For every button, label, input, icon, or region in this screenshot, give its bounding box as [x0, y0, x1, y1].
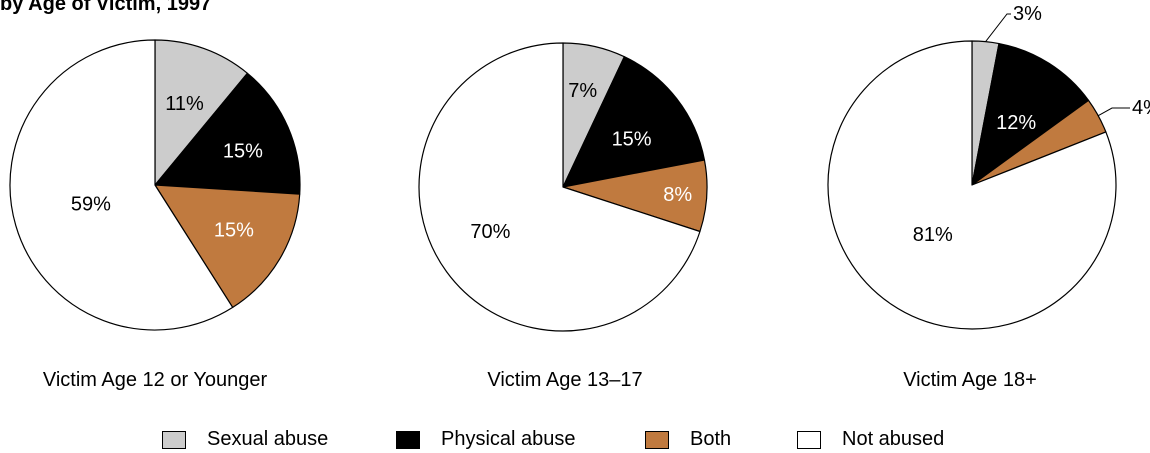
slice-data-label: 59% — [71, 194, 111, 216]
legend: Sexual abuse Physical abuse Both Not abu… — [0, 428, 1150, 452]
legend-swatch-both — [645, 430, 669, 449]
legend-swatch-not-abused — [797, 430, 821, 449]
slice-data-label: 81% — [913, 224, 953, 246]
legend-label: Both — [690, 428, 732, 450]
slice-data-label: 7% — [568, 80, 597, 102]
pie-title: Victim Age 13–17 — [487, 369, 642, 391]
slice-data-label: 3% — [1013, 3, 1042, 25]
pie-slice-both — [154, 184, 301, 309]
pie-slice-not-abused — [827, 40, 1117, 330]
pie-slice-physical-abuse — [971, 42, 1090, 186]
slice-data-label: 70% — [470, 221, 510, 243]
legend-swatch-physical-abuse — [396, 430, 420, 449]
legend-item-sexual-abuse: Sexual abuse — [162, 428, 328, 451]
slice-data-label: 15% — [223, 140, 263, 162]
leader-line — [985, 13, 1011, 42]
pie-slice-not-abused — [9, 39, 234, 331]
slice-data-label: 4% — [1132, 97, 1150, 119]
legend-item-not-abused: Not abused — [797, 428, 944, 451]
slice-data-label: 11% — [165, 93, 204, 115]
slice-data-label: 8% — [663, 184, 692, 206]
pie-charts: 11% 15% 15% 59% Victim Age 12 or Younger 7% 15… — [9, 3, 1150, 391]
pie-title: Victim Age 12 or Younger — [43, 369, 268, 391]
legend-label: Not abused — [842, 428, 945, 450]
chart-title: by Age of Victim, 1997 — [0, 0, 212, 15]
pie-slice-sexual-abuse — [154, 39, 249, 186]
slice-data-label: 15% — [214, 219, 254, 241]
slice-data-label: 12% — [996, 112, 1036, 134]
pie-slice-physical-abuse — [154, 72, 301, 195]
legend-label: Sexual abuse — [207, 428, 329, 450]
slice-data-label: 15% — [612, 128, 652, 150]
pie-slice-physical-abuse — [562, 56, 706, 188]
pie-chart-3: 3% 12% 4% 81% Victim Age 18+ — [827, 3, 1150, 391]
pie-title: Victim Age 18+ — [903, 369, 1037, 391]
legend-item-both: Both — [645, 428, 731, 451]
pie-slice-not-abused — [418, 42, 701, 332]
pie-chart-1: 11% 15% 15% 59% Victim Age 12 or Younger — [9, 39, 301, 391]
legend-label: Physical abuse — [441, 428, 576, 450]
legend-item-physical-abuse: Physical abuse — [396, 428, 576, 451]
pie-chart-2: 7% 15% 8% 70% Victim Age 13–17 — [418, 42, 708, 391]
legend-swatch-sexual-abuse — [162, 430, 186, 449]
leader-line — [1097, 107, 1130, 117]
